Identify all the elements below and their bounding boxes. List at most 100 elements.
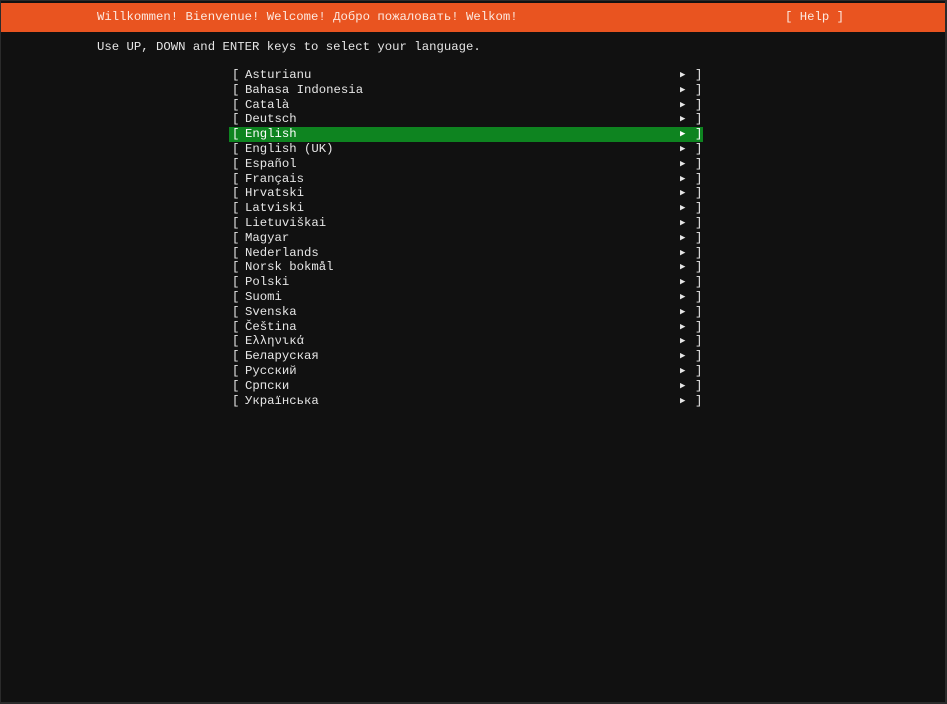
close-bracket: ]	[695, 215, 703, 230]
arrow-right-icon: ▶	[680, 129, 686, 140]
close-bracket: ]	[695, 260, 703, 275]
open-bracket: [	[232, 245, 240, 260]
close-bracket: ]	[695, 141, 703, 156]
open-bracket: [	[232, 230, 240, 245]
open-bracket: [	[232, 171, 240, 186]
arrow-right-icon: ▶	[680, 232, 686, 243]
language-label: Norsk bokmål	[245, 260, 334, 275]
language-item[interactable]: [Bahasa Indonesia ▶]	[229, 83, 703, 98]
open-bracket: [	[232, 112, 240, 127]
language-label: Bahasa Indonesia	[245, 82, 364, 97]
arrow-right-icon: ▶	[680, 114, 686, 125]
close-bracket: ]	[695, 349, 703, 364]
language-label: Latviski	[245, 201, 305, 216]
language-label: Svenska	[245, 304, 297, 319]
close-bracket: ]	[695, 363, 703, 378]
instructions-text: Use UP, DOWN and ENTER keys to select yo…	[97, 40, 481, 54]
open-bracket: [	[232, 97, 240, 112]
arrow-right-icon: ▶	[680, 84, 686, 95]
language-item[interactable]: [ Español ▶]	[229, 157, 703, 172]
open-bracket: [	[232, 141, 240, 156]
help-button[interactable]: [ Help ]	[785, 10, 845, 24]
close-bracket: ]	[695, 230, 703, 245]
arrow-right-icon: ▶	[680, 173, 686, 184]
language-item[interactable]: [Català ▶]	[229, 98, 703, 113]
language-item[interactable]: [Asturianu ▶]	[229, 68, 703, 83]
language-item[interactable]: [Deutsch ▶]	[229, 112, 703, 127]
language-item[interactable]: [ English ▶]	[229, 127, 703, 142]
open-bracket: [	[232, 289, 240, 304]
arrow-right-icon: ▶	[680, 99, 686, 110]
open-bracket: [	[232, 363, 240, 378]
open-bracket: [	[232, 156, 240, 171]
language-item[interactable]: [ Nederlands ▶]	[229, 246, 703, 261]
open-bracket: [	[232, 215, 240, 230]
close-bracket: ]	[695, 68, 703, 82]
close-bracket: ]	[695, 245, 703, 260]
arrow-right-icon: ▶	[680, 262, 686, 273]
arrow-right-icon: ▶	[680, 188, 686, 199]
close-bracket: ]	[695, 378, 703, 393]
language-label: Беларуская	[245, 349, 319, 364]
open-bracket: [	[232, 334, 240, 349]
language-item[interactable]: [ Čeština ▶]	[229, 320, 703, 335]
close-bracket: ]	[695, 334, 703, 349]
arrow-right-icon: ▶	[680, 395, 686, 406]
close-bracket: ]	[695, 393, 703, 408]
arrow-right-icon: ▶	[680, 217, 686, 228]
language-item[interactable]: [ Suomi ▶]	[229, 290, 703, 305]
language-label: Ελληνικά	[245, 334, 305, 349]
language-item[interactable]: [Magyar ▶]	[229, 231, 703, 246]
close-bracket: ]	[695, 156, 703, 171]
language-label: English	[245, 127, 297, 142]
close-bracket: ]	[695, 127, 703, 142]
language-item[interactable]: [Norsk bokmål ▶]	[229, 260, 703, 275]
language-label: Polski	[245, 275, 290, 290]
language-list: [Asturianu ▶] [Bahasa Indonesia ▶] [Català ▶]…	[229, 68, 703, 408]
open-bracket: [	[232, 82, 240, 97]
header-bar: Willkommen! Bienvenue! Welcome! Добро по…	[1, 3, 945, 32]
language-label: Lietuviškai	[245, 215, 327, 230]
arrow-right-icon: ▶	[680, 306, 686, 317]
open-bracket: [	[232, 201, 240, 216]
language-item[interactable]: [Ελληνικά ▶]	[229, 334, 703, 349]
language-label: Hrvatski	[245, 186, 305, 201]
close-bracket: ]	[695, 289, 703, 304]
language-item[interactable]: [Беларуская ▶]	[229, 349, 703, 364]
language-label: Español	[245, 156, 297, 171]
arrow-right-icon: ▶	[680, 158, 686, 169]
language-item[interactable]: [Hrvatski ▶]	[229, 186, 703, 201]
arrow-right-icon: ▶	[680, 247, 686, 258]
arrow-right-icon: ▶	[680, 321, 686, 332]
open-bracket: [	[232, 349, 240, 364]
close-bracket: ]	[695, 97, 703, 112]
language-item[interactable]: [ Lietuviškai ▶]	[229, 216, 703, 231]
open-bracket: [	[232, 127, 240, 142]
open-bracket: [	[232, 319, 240, 334]
language-item[interactable]: [Српски ▶]	[229, 379, 703, 394]
language-item[interactable]: [English (UK) ▶]	[229, 142, 703, 157]
language-label: Asturianu	[245, 68, 312, 82]
arrow-right-icon: ▶	[680, 70, 686, 80]
language-item[interactable]: [ Français ▶]	[229, 172, 703, 187]
close-bracket: ]	[695, 275, 703, 290]
language-label: Nederlands	[245, 245, 319, 260]
close-bracket: ]	[695, 171, 703, 186]
language-item[interactable]: [Русский ▶]	[229, 364, 703, 379]
language-label: Français	[245, 171, 305, 186]
language-item[interactable]: [Latviski ▶]	[229, 201, 703, 216]
language-label: Suomi	[245, 289, 282, 304]
arrow-right-icon: ▶	[680, 365, 686, 376]
language-label: Čeština	[245, 319, 297, 334]
language-item[interactable]: [Polski ▶]	[229, 275, 703, 290]
close-bracket: ]	[695, 319, 703, 334]
language-item[interactable]: [Українська ▶]	[229, 394, 703, 409]
close-bracket: ]	[695, 201, 703, 216]
open-bracket: [	[232, 186, 240, 201]
open-bracket: [	[232, 378, 240, 393]
arrow-right-icon: ▶	[680, 291, 686, 302]
arrow-right-icon: ▶	[680, 380, 686, 391]
language-label: Deutsch	[245, 112, 297, 127]
language-item[interactable]: [Svenska ▶]	[229, 305, 703, 320]
